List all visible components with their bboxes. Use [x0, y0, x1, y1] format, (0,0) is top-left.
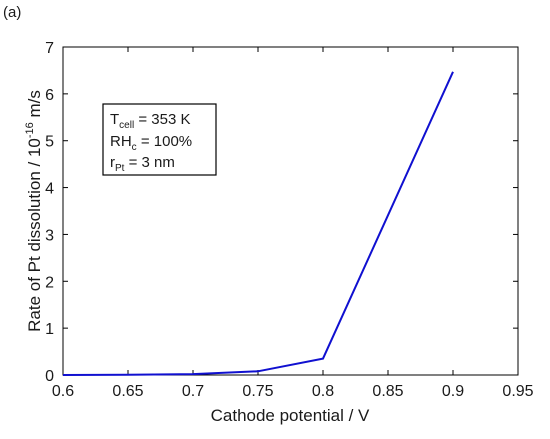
y-tick-label: 7 [45, 40, 54, 57]
x-ticks: 0.6 0.65 0.7 0.75 0.8 0.85 0.9 0.95 [52, 47, 534, 400]
plot-area: 0 1 2 3 4 5 6 7 0.6 0.65 0.7 0.75 0.8 0.85 0.9 0.95 [45, 40, 534, 400]
x-axis-label: Cathode potential / V [211, 406, 370, 425]
x-tick-label: 0.6 [52, 383, 74, 400]
x-tick-label: 0.75 [242, 383, 273, 400]
x-tick-label: 0.85 [372, 383, 403, 400]
annotation-box: Tcell = 353 K RHc = 100% rPt = 3 nm [102, 103, 217, 176]
y-tick-label: 5 [45, 134, 54, 151]
y-tick-label: 1 [45, 321, 54, 338]
x-tick-label: 0.7 [182, 383, 204, 400]
annotation-humidity: RHc = 100% [110, 133, 192, 153]
y-axis-label: Rate of Pt dissolution / 10-16 m/s [24, 90, 44, 332]
y-tick-label: 6 [45, 87, 54, 104]
x-tick-label: 0.95 [502, 383, 533, 400]
annotation-frame [102, 103, 217, 176]
y-tick-label: 2 [45, 274, 54, 291]
series-line [62, 71, 454, 376]
annotation-temperature: Tcell = 353 K [110, 111, 190, 131]
panel-label: (a) [3, 4, 21, 21]
plot-frame [62, 46, 519, 376]
y-tick-label: 3 [45, 227, 54, 244]
x-tick-label: 0.65 [112, 383, 143, 400]
y-tick-label: 0 [45, 368, 54, 385]
y-tick-label: 4 [45, 181, 54, 198]
annotation-radius: rPt = 3 nm [110, 154, 175, 174]
x-tick-label: 0.8 [312, 383, 334, 400]
y-ticks: 0 1 2 3 4 5 6 7 [45, 40, 518, 385]
x-tick-label: 0.9 [442, 383, 464, 400]
